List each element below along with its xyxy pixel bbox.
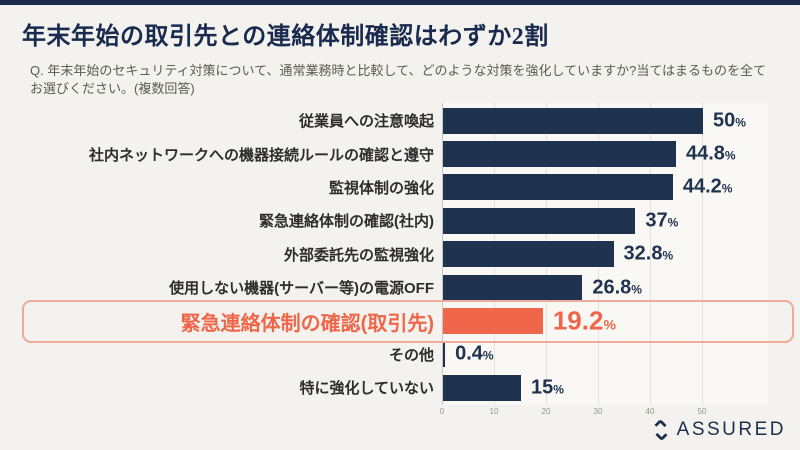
bar-track: 15% bbox=[443, 371, 800, 404]
brand-logo: ASSURED bbox=[650, 419, 786, 441]
bar bbox=[443, 174, 673, 201]
chart-row: 従業員への注意喚起 50% bbox=[0, 104, 800, 137]
value-label: 32.8% bbox=[624, 243, 674, 266]
bar bbox=[443, 308, 543, 335]
value-label: 15% bbox=[531, 376, 564, 399]
x-tick-label: 0 bbox=[439, 407, 445, 416]
chart-row: 緊急連絡体制の確認(社内) 37% bbox=[0, 204, 800, 237]
category-label: 特に強化していない bbox=[299, 380, 434, 398]
bar bbox=[443, 341, 446, 368]
value-number: 26.8 bbox=[592, 276, 632, 299]
value-label: 26.8% bbox=[592, 276, 642, 299]
value-unit: % bbox=[603, 316, 616, 333]
value-unit: % bbox=[735, 115, 746, 130]
bar bbox=[443, 241, 614, 268]
bar-track: 32.8% bbox=[443, 238, 800, 271]
value-label: 44.8% bbox=[686, 143, 736, 166]
value-number: 32.8 bbox=[623, 242, 663, 265]
bar bbox=[443, 374, 521, 401]
page-title: 年末年始の取引先との連絡体制確認はわずか2割 bbox=[22, 24, 549, 50]
chart-row: 社内ネットワークへの機器接続ルールの確認と遵守 44.8% bbox=[0, 137, 800, 170]
x-tick-label: 50 bbox=[697, 407, 707, 416]
x-tick-label: 20 bbox=[541, 407, 551, 416]
bar-track: 50% bbox=[443, 104, 800, 137]
chart-row: 外部委託先の監視強化 32.8% bbox=[0, 238, 800, 271]
gridline bbox=[702, 103, 703, 405]
chart-row: 監視体制の強化 44.2% bbox=[0, 171, 800, 204]
value-label: 44.2% bbox=[683, 176, 733, 199]
x-tick-label: 40 bbox=[645, 407, 655, 416]
chart-row: 特に強化していない 15% bbox=[0, 371, 800, 404]
category-label: 監視体制の強化 bbox=[328, 179, 434, 197]
chart-row: 使用しない機器(サーバー等)の電源OFF 26.8% bbox=[0, 271, 800, 304]
category-label: その他 bbox=[388, 346, 434, 364]
top-accent-strip bbox=[0, 0, 800, 5]
category-label: 外部委託先の監視強化 bbox=[283, 246, 434, 264]
gridline bbox=[442, 103, 443, 405]
value-number: 19.2 bbox=[552, 305, 604, 336]
value-number: 44.8 bbox=[685, 142, 725, 165]
bar-track: 19.2% bbox=[443, 304, 800, 337]
value-number: 44.2 bbox=[682, 175, 722, 198]
category-label: 社内ネットワークへの機器接続ルールの確認と遵守 bbox=[88, 146, 434, 164]
diamond-brackets-icon bbox=[654, 420, 668, 440]
bar bbox=[443, 141, 676, 168]
value-unit: % bbox=[721, 181, 733, 196]
bar-track: 44.8% bbox=[443, 137, 800, 170]
bar bbox=[443, 207, 636, 234]
category-label: 従業員への注意喚起 bbox=[298, 113, 434, 131]
value-number: 37 bbox=[645, 209, 668, 232]
category-label: 使用しない機器(サーバー等)の電源OFF bbox=[169, 280, 434, 298]
value-unit: % bbox=[667, 215, 679, 230]
x-tick-label: 30 bbox=[593, 407, 603, 416]
value-number: 0.4 bbox=[455, 342, 483, 365]
chart-rows: 従業員への注意喚起 50% 社内ネットワークへの機器接続ルールの確認と遵守 44… bbox=[0, 104, 800, 405]
value-label: 19.2% bbox=[553, 306, 616, 337]
bar bbox=[443, 107, 703, 134]
value-label: 50% bbox=[713, 109, 746, 132]
chart-row: その他 0.4% bbox=[0, 338, 800, 371]
brand-logo-text: ASSURED bbox=[676, 419, 786, 440]
value-unit: % bbox=[553, 382, 564, 397]
survey-question: Q. 年末年始のセキュリティ対策について、通常業務時と比較して、どのような対策を… bbox=[30, 63, 767, 97]
value-label: 0.4% bbox=[455, 343, 493, 366]
category-label: 緊急連絡体制の確認(社内) bbox=[259, 213, 434, 231]
value-number: 50 bbox=[713, 109, 736, 132]
value-unit: % bbox=[662, 248, 674, 263]
bar-track: 26.8% bbox=[443, 271, 800, 304]
bar-track: 0.4% bbox=[443, 338, 800, 371]
value-unit: % bbox=[724, 148, 736, 163]
value-unit: % bbox=[482, 348, 494, 363]
bar-track: 37% bbox=[443, 204, 800, 237]
gridline bbox=[650, 103, 651, 405]
value-number: 15 bbox=[531, 376, 554, 399]
category-label: 緊急連絡体制の確認(取引先) bbox=[180, 312, 434, 335]
bar bbox=[443, 274, 583, 301]
value-label: 37% bbox=[645, 209, 678, 232]
value-unit: % bbox=[631, 282, 642, 297]
x-tick-label: 10 bbox=[489, 407, 499, 416]
bar-track: 44.2% bbox=[443, 171, 800, 204]
chart-row: 緊急連絡体制の確認(取引先) 19.2% bbox=[0, 304, 800, 337]
